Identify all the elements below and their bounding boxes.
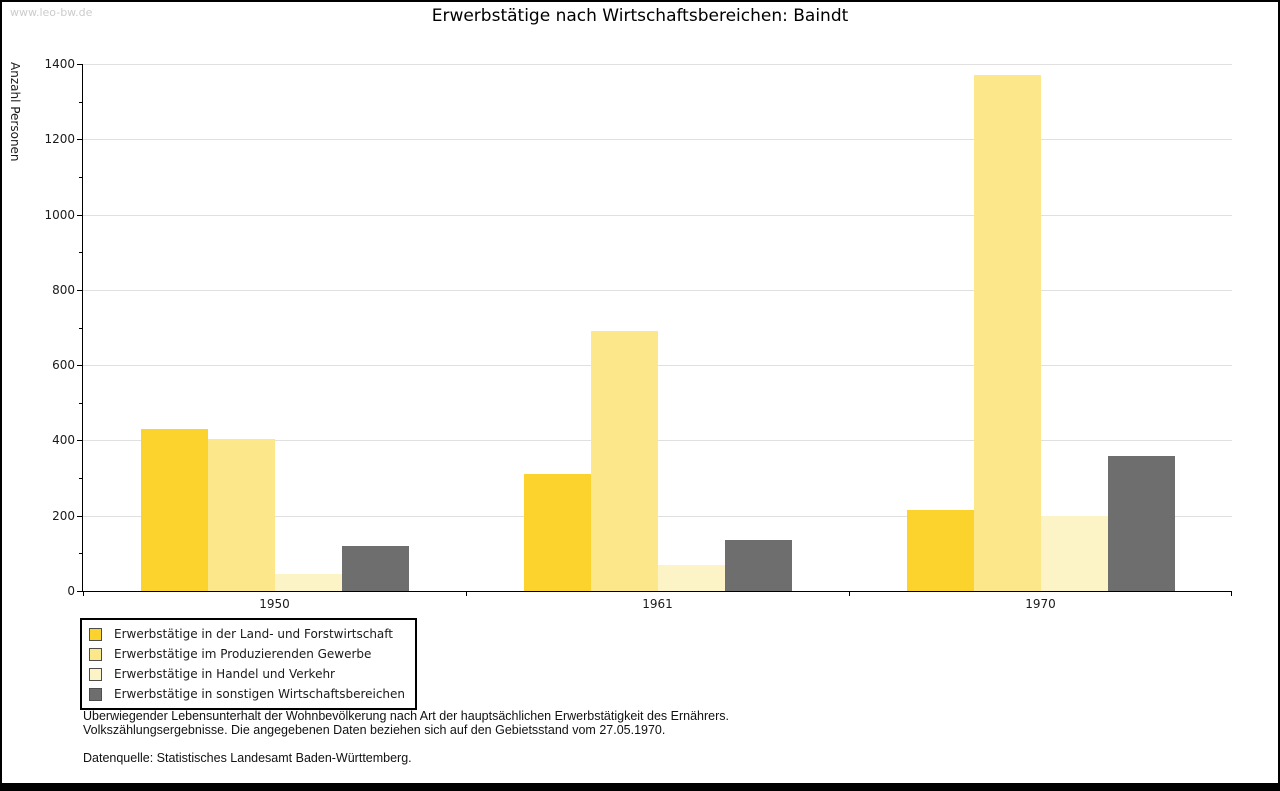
legend-label: Erwerbstätige im Produzierenden Gewerbe	[114, 647, 372, 661]
y-axis-minor-tick	[79, 478, 83, 480]
bar-1970-series-2	[973, 75, 1041, 591]
y-axis-major-tick	[77, 139, 83, 141]
gridline-600	[83, 365, 1232, 367]
legend-item-1: Erwerbstätige in der Land- und Forstwirt…	[89, 624, 405, 644]
y-axis-title: Anzahl Personen	[8, 62, 22, 162]
bar-1961-series-1	[523, 474, 591, 591]
y-axis-major-tick	[77, 440, 83, 442]
bar-1950-series-2	[207, 438, 275, 591]
legend-swatch-icon	[89, 647, 102, 661]
y-axis-minor-tick	[79, 176, 83, 178]
gridline-1400	[83, 64, 1232, 65]
bar-group-1961	[466, 64, 849, 591]
legend-label: Erwerbstätige in der Land- und Forstwirt…	[114, 627, 393, 641]
y-axis-tick-label: 400	[52, 433, 75, 448]
y-axis-major-tick	[77, 515, 83, 517]
legend: Erwerbstätige in der Land- und Forstwirt…	[80, 618, 418, 710]
footnote-line-1: Überwiegender Lebensunterhalt der Wohnbe…	[83, 709, 729, 723]
bar-group-1970	[849, 64, 1232, 591]
bar-1961-series-3	[657, 564, 725, 591]
x-axis-category-label: 1961	[642, 597, 673, 611]
footnote-line-2: Volkszählungsergebnisse. Die angegebenen…	[83, 723, 666, 737]
bar-1950-series-3	[274, 574, 342, 591]
y-axis-major-tick	[77, 591, 83, 592]
y-axis-minor-tick	[79, 553, 83, 555]
y-axis-tick-label: 1200	[44, 132, 75, 147]
legend-label: Erwerbstätige in sonstigen Wirtschaftsbe…	[114, 687, 406, 701]
bar-1950-series-1	[140, 429, 208, 591]
legend-label: Erwerbstätige in Handel und Verkehr	[114, 667, 335, 681]
x-axis-tick	[466, 591, 467, 596]
legend-item-3: Erwerbstätige in Handel und Verkehr	[89, 664, 405, 684]
legend-item-4: Erwerbstätige in sonstigen Wirtschaftsbe…	[89, 684, 405, 704]
bar-1970-series-1	[906, 510, 974, 591]
legend-swatch-icon	[89, 667, 102, 681]
y-axis-major-tick	[77, 214, 83, 216]
y-axis-tick-label: 800	[52, 282, 75, 297]
y-axis-minor-tick	[79, 327, 83, 329]
bar-1950-series-4	[341, 545, 409, 591]
y-axis-minor-tick	[79, 252, 83, 254]
data-source-note: Datenquelle: Statistisches Landesamt Bad…	[83, 751, 412, 765]
y-axis-major-tick	[77, 64, 83, 65]
legend-item-2: Erwerbstätige im Produzierenden Gewerbe	[89, 644, 405, 664]
x-axis-tick	[83, 591, 84, 596]
y-axis-tick-label: 1000	[44, 207, 75, 222]
gridline-1000	[83, 214, 1232, 216]
bar-1970-series-4	[1107, 455, 1175, 591]
bar-1970-series-3	[1040, 515, 1108, 591]
y-axis-tick-label: 0	[67, 584, 75, 598]
y-axis-tick-label: 600	[52, 358, 75, 373]
legend-swatch-icon	[89, 687, 102, 701]
plot-area: 0 200 400 600 800 1000 1200 1400 1950 1961 1970	[44, 58, 1232, 611]
y-axis-tick-label: 1400	[44, 57, 75, 71]
bar-group-1950	[83, 64, 466, 591]
y-axis-minor-tick	[79, 402, 83, 404]
watermark: www.leo-bw.de	[10, 6, 93, 19]
gridline-1200	[83, 139, 1232, 141]
bar-1961-series-2	[590, 331, 658, 591]
y-axis-major-tick	[77, 289, 83, 291]
x-axis-category-label: 1950	[259, 597, 290, 611]
gridline-400	[83, 440, 1232, 442]
y-axis-tick-label: 200	[52, 508, 75, 523]
x-axis-category-label: 1970	[1025, 597, 1056, 611]
chart-title: Erwerbstätige nach Wirtschaftsbereichen:…	[431, 6, 849, 26]
x-axis-tick	[1231, 591, 1232, 596]
gridline-800	[83, 289, 1232, 291]
gridline-200	[83, 515, 1232, 517]
footnotes: Überwiegender Lebensunterhalt der Wohnbe…	[83, 709, 729, 765]
legend-swatch-icon	[89, 627, 102, 641]
bar-1961-series-4	[724, 540, 792, 591]
y-axis-major-tick	[77, 365, 83, 367]
y-axis-minor-tick	[79, 101, 83, 103]
x-axis-tick	[849, 591, 850, 596]
